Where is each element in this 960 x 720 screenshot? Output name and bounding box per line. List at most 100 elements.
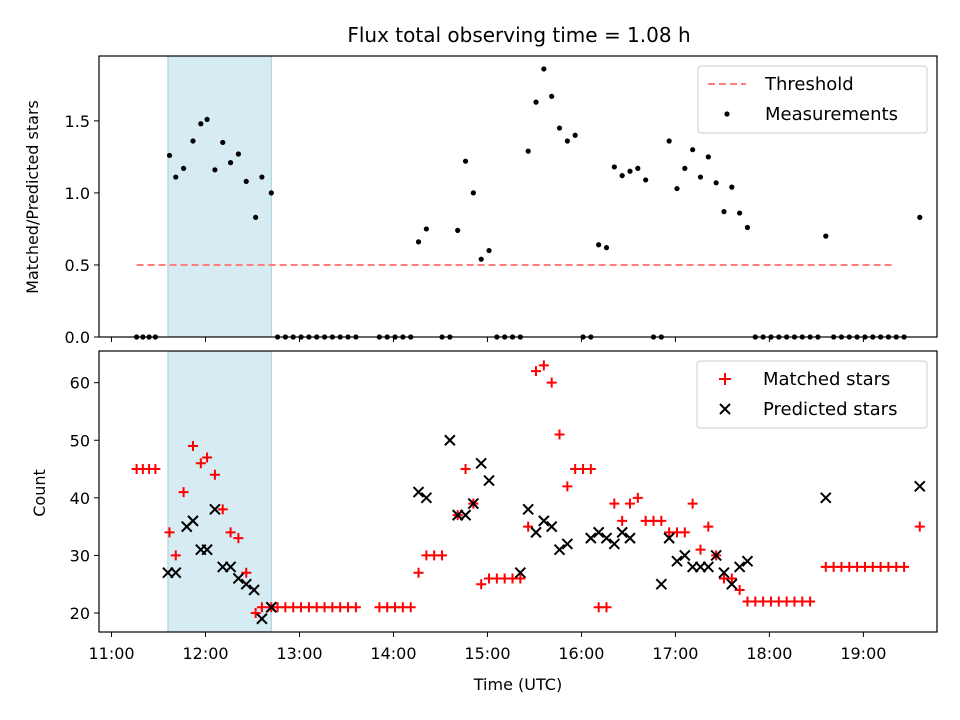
matched-point	[546, 377, 557, 388]
matched-point	[170, 550, 181, 561]
measurement-point	[603, 245, 610, 251]
measurement-point	[220, 139, 226, 146]
count-legend-frame	[696, 360, 928, 429]
predicted-point	[475, 457, 487, 469]
x-tick-label: 14:00	[370, 644, 416, 663]
measurement-point	[180, 165, 187, 171]
count-panel: 20 30 40 50 60 11:00 12:00 13:00 14:00 15:00 16:00…	[30, 350, 938, 694]
count-x-axis-label: Time (UTC)	[473, 675, 562, 694]
predicted-point	[710, 549, 722, 562]
y-tick-label: 0.0	[65, 328, 90, 347]
legend-measurements-label: Measurements	[765, 104, 898, 125]
matched-point	[695, 544, 706, 555]
measurement-point	[917, 214, 923, 220]
predicted-point	[256, 613, 268, 625]
legend-predicted-swatch	[719, 403, 731, 415]
predicted-point	[820, 492, 832, 504]
measurement-point	[259, 174, 265, 180]
matched-point	[515, 573, 526, 584]
predicted-point	[187, 515, 199, 527]
matched-point	[609, 498, 620, 509]
x-tick-label: 11:00	[88, 644, 134, 663]
predicted-point	[444, 434, 456, 446]
y-tick-label: 1.5	[65, 112, 90, 131]
legend-matched-label: Matched stars	[763, 369, 890, 390]
matched-point	[531, 366, 542, 377]
predicted-point	[733, 561, 746, 573]
measurement-point	[744, 224, 751, 231]
matched-point	[914, 521, 925, 532]
legend-measurements-swatch	[724, 111, 730, 117]
predicted-point	[209, 503, 221, 516]
matched-point	[617, 515, 628, 526]
matched-point	[523, 521, 534, 532]
measurement-point	[721, 209, 727, 215]
matched-point	[187, 441, 198, 452]
matched-point	[899, 561, 910, 572]
measurement-point	[462, 158, 469, 164]
y-tick-label: 1.0	[65, 184, 90, 203]
measurement-point	[682, 165, 688, 171]
ratio-panel: 0.0 0.5 1.0 1.5 Matched/Predicted stars Thr…	[23, 55, 938, 347]
measurement-point	[697, 174, 704, 180]
measurement-point	[173, 174, 179, 180]
measurement-point	[611, 164, 617, 170]
measurement-point	[549, 93, 555, 99]
measurement-point	[823, 233, 829, 239]
matched-point	[601, 602, 612, 613]
matched-point	[538, 360, 549, 371]
predicted-point	[671, 555, 683, 567]
predicted-point	[232, 572, 245, 585]
count-y-axis-label: Count	[30, 469, 49, 517]
predicted-point	[679, 549, 691, 562]
y-tick-label: 20	[70, 604, 90, 623]
matched-point	[178, 487, 189, 498]
measurement-point	[212, 167, 218, 173]
predicted-point	[467, 497, 480, 510]
ratio-axis-ticks: 0.0 0.5 1.0 1.5	[65, 112, 864, 347]
measurement-point	[705, 154, 711, 160]
figure-title: Flux total observing time = 1.08 h	[347, 23, 690, 47]
predicted-point	[561, 538, 574, 550]
predicted-point	[702, 561, 715, 573]
legend-matched-swatch	[719, 373, 731, 385]
predicted-point	[616, 526, 628, 539]
count-legend: Matched stars Predicted stars	[696, 360, 928, 429]
matched-point	[209, 469, 220, 480]
matched-point	[554, 429, 565, 440]
measurement-point	[643, 177, 649, 183]
measurement-point	[227, 160, 234, 166]
predicted-point	[726, 578, 738, 590]
measurement-point	[596, 242, 602, 248]
predicted-point	[420, 492, 433, 504]
predicted-point	[592, 526, 605, 539]
matched-point	[150, 464, 161, 475]
y-tick-label: 40	[70, 489, 90, 508]
measurement-point	[423, 226, 429, 232]
matched-point	[202, 452, 213, 463]
measurement-point	[713, 180, 719, 186]
matched-point	[476, 579, 487, 590]
matched-point	[805, 596, 816, 607]
matched-point	[656, 515, 667, 526]
measurement-point	[190, 138, 196, 144]
measurement-points	[133, 66, 923, 340]
predicted-point	[538, 515, 550, 527]
predicted-point	[201, 543, 213, 556]
measurement-point	[737, 210, 743, 216]
x-tick-label: 13:00	[276, 644, 322, 663]
measurement-point	[572, 132, 578, 138]
measurement-point	[627, 168, 633, 174]
predicted-point	[412, 486, 425, 498]
predicted-point	[655, 578, 668, 590]
legend-threshold-label: Threshold	[764, 74, 854, 95]
count-points	[131, 360, 926, 625]
matched-point	[703, 521, 714, 532]
measurement-point	[556, 125, 563, 131]
predicted-point	[459, 509, 472, 521]
measurement-point	[533, 99, 539, 105]
x-tick-label: 18:00	[746, 644, 792, 663]
matched-point	[195, 458, 206, 469]
measurement-point	[486, 247, 492, 254]
